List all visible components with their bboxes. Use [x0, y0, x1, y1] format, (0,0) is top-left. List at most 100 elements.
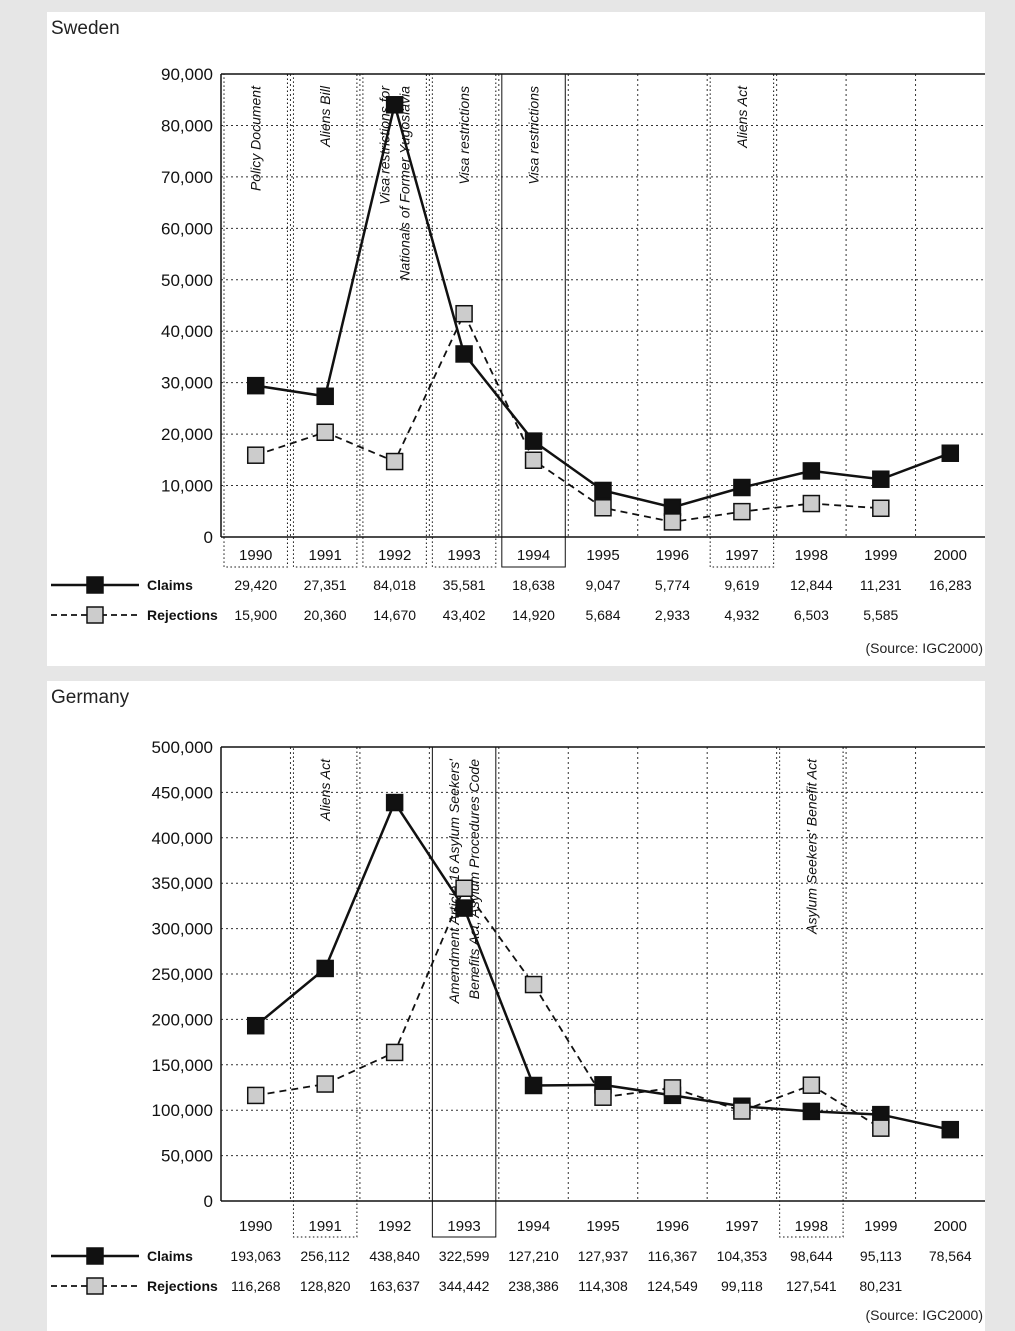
germany-chart-title: Germany — [51, 687, 130, 708]
sweden-x-tick-label: 1990 — [239, 547, 272, 564]
sweden-point-rejections — [316, 423, 334, 442]
sweden-table-value-claims: 35,581 — [443, 577, 486, 593]
germany-table-value-rejections: 124,549 — [647, 1278, 698, 1294]
germany-y-tick-label: 250,000 — [152, 965, 213, 984]
sweden-table-value-rejections: 43,402 — [443, 607, 486, 623]
germany-point-claims — [524, 1076, 543, 1095]
germany-x-tick-label: 1997 — [725, 1218, 758, 1235]
germany-table-value-claims: 98,644 — [790, 1248, 833, 1264]
germany-table-value-rejections: 163,637 — [369, 1278, 420, 1294]
sweden-chart-panel: Sweden 0 10,000 20,000 30,000 40,000 50,000 60… — [47, 12, 985, 666]
germany-table-value-claims: 95,113 — [860, 1248, 902, 1264]
sweden-point-claims — [663, 498, 682, 517]
germany-point-rejections — [316, 1075, 334, 1093]
germany-point-claims — [941, 1120, 960, 1139]
sweden-point-claims — [733, 478, 751, 497]
sweden-table-value-claims: 27,351 — [304, 577, 347, 593]
germany-x-tick-label: 1991 — [308, 1218, 341, 1235]
sweden-table-value-claims: 9,047 — [585, 577, 620, 593]
germany-chart-panel: Germany 0 50,000 100,000 150,000 200,000 250,… — [47, 681, 985, 1331]
germany-legend-label-claims: Claims — [147, 1248, 193, 1264]
sweden-point-rejections — [872, 499, 890, 518]
germany-x-tick-label: 1995 — [586, 1218, 619, 1235]
germany-x-tick-label: 2000 — [934, 1218, 967, 1235]
sweden-y-tick-label: 90,000 — [161, 65, 213, 84]
germany-table-value-rejections: 344,442 — [439, 1278, 490, 1294]
sweden-y-tick-label: 30,000 — [161, 374, 213, 393]
sweden-point-claims — [802, 462, 821, 480]
sweden-point-rejections — [663, 513, 682, 531]
sweden-y-tick-label: 60,000 — [161, 219, 213, 238]
germany-x-tick-label: 1999 — [864, 1218, 897, 1235]
germany-annotation-label: Aliens Act — [317, 758, 333, 822]
sweden-y-tick-label: 80,000 — [161, 116, 213, 135]
sweden-point-claims — [246, 376, 265, 395]
sweden-point-claims — [455, 345, 473, 363]
sweden-table-value-rejections: 14,920 — [512, 607, 555, 623]
germany-legend-label-rejections: Rejections — [147, 1278, 218, 1294]
sweden-point-rejections — [524, 451, 543, 469]
sweden-annotation-box — [501, 73, 566, 568]
sweden-y-tick-label: 0 — [204, 528, 213, 547]
germany-annotation-box — [292, 746, 358, 1238]
sweden-table-value-rejections: 5,585 — [863, 607, 898, 623]
germany-point-rejections — [663, 1079, 682, 1097]
germany-x-tick-label: 1998 — [795, 1218, 828, 1235]
sweden-y-tick-label: 50,000 — [161, 271, 213, 290]
germany-table-value-rejections: 127,541 — [786, 1278, 837, 1294]
sweden-table-value-rejections: 14,670 — [373, 607, 416, 623]
sweden-annotation-label: Visa restrictions — [456, 86, 472, 185]
sweden-annotation-box — [223, 73, 288, 568]
sweden-table-value-claims: 16,283 — [929, 577, 972, 593]
sweden-y-tick-label: 40,000 — [161, 322, 213, 341]
sweden-chart-title: Sweden — [51, 18, 120, 39]
germany-point-claims — [316, 959, 334, 978]
sweden-point-rejections — [733, 502, 751, 521]
sweden-point-claims — [385, 96, 404, 114]
germany-annotation-label: Asylum Seekers' Benefit Act — [803, 758, 819, 935]
sweden-chart-svg: 0 10,000 20,000 30,000 40,000 50,000 60,000 70,… — [51, 65, 985, 624]
germany-x-tick-label: 1992 — [378, 1218, 411, 1235]
germany-x-tick-label: 1996 — [656, 1218, 689, 1235]
germany-y-tick-label: 300,000 — [152, 920, 213, 939]
germany-point-rejections — [733, 1102, 751, 1120]
germany-table-value-claims: 127,210 — [508, 1248, 559, 1264]
sweden-table-value-rejections: 2,933 — [655, 607, 690, 623]
sweden-annotation-box — [362, 73, 427, 568]
germany-legend-marker-rejections — [86, 1277, 104, 1295]
germany-point-rejections — [385, 1043, 404, 1062]
germany-y-tick-label: 350,000 — [152, 874, 213, 893]
sweden-table-value-rejections: 6,503 — [794, 607, 829, 623]
germany-x-tick-label: 1994 — [517, 1218, 550, 1235]
germany-annotation-label: Benefits Act, Asylum Procedures Code — [466, 759, 482, 999]
sweden-point-rejections — [455, 304, 473, 323]
sweden-annotation-box — [709, 73, 775, 568]
germany-y-tick-label: 100,000 — [152, 1101, 213, 1120]
germany-y-tick-label: 500,000 — [152, 738, 213, 757]
sweden-legend-label-rejections: Rejections — [147, 607, 218, 623]
germany-table-value-rejections: 238,386 — [508, 1278, 559, 1294]
sweden-table-value-claims: 18,638 — [512, 577, 555, 593]
sweden-x-tick-label: 1993 — [447, 547, 480, 564]
sweden-point-rejections — [246, 446, 265, 464]
sweden-x-tick-label: 1994 — [517, 547, 550, 564]
sweden-source-note: (Source: IGC2000) — [865, 640, 984, 656]
germany-point-claims — [385, 793, 404, 812]
germany-y-tick-label: 450,000 — [152, 783, 213, 802]
germany-legend-marker-claims — [86, 1247, 104, 1265]
sweden-point-claims — [872, 470, 890, 488]
sweden-legend-marker-claims — [86, 576, 104, 594]
sweden-point-rejections — [802, 494, 821, 513]
germany-chart-svg: 0 50,000 100,000 150,000 200,000 250,000 300,0… — [51, 738, 985, 1295]
sweden-x-tick-label: 1996 — [656, 547, 689, 564]
sweden-table-value-rejections: 20,360 — [304, 607, 347, 623]
germany-point-claims — [246, 1016, 265, 1035]
germany-point-rejections — [246, 1086, 265, 1105]
sweden-x-tick-label: 1992 — [378, 547, 411, 564]
sweden-series-line-rejections — [255, 311, 881, 523]
sweden-x-tick-label: 1997 — [725, 547, 758, 564]
germany-y-tick-label: 200,000 — [152, 1010, 213, 1029]
sweden-point-claims — [524, 432, 543, 450]
germany-point-claims — [802, 1102, 821, 1121]
sweden-y-tick-label: 70,000 — [161, 168, 213, 187]
